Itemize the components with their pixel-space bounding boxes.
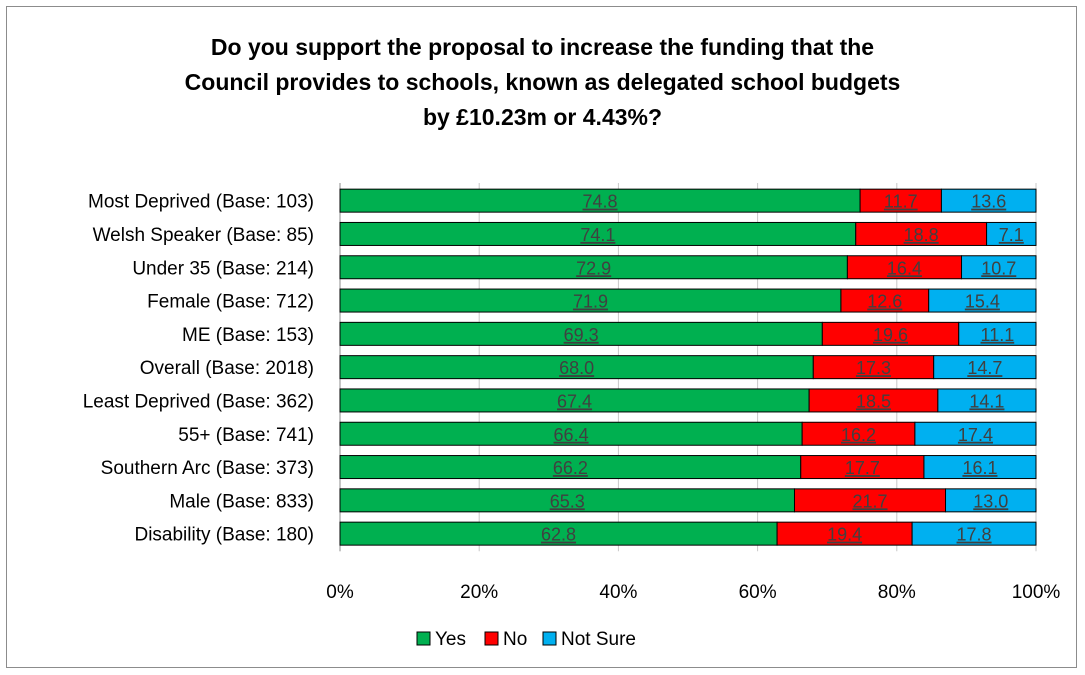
chart-title-line-2: Council provides to schools, known as de… <box>184 69 901 95</box>
data-label: 65.3 <box>550 491 585 511</box>
data-label: 21.7 <box>852 491 887 511</box>
legend-label: No <box>503 629 527 650</box>
data-label: 14.7 <box>967 358 1002 378</box>
bar-segment-not-sure <box>958 321 1037 346</box>
data-label: 17.7 <box>845 458 880 478</box>
data-label: 10.7 <box>981 258 1016 278</box>
category-labels: Most Deprived (Base: 103) Welsh Speaker (… <box>83 192 314 546</box>
data-label: 68.0 <box>559 358 594 378</box>
data-label: 62.8 <box>541 525 576 545</box>
bar-segment-not-sure <box>928 288 1037 313</box>
data-label: 15.4 <box>965 292 1000 312</box>
x-tick-label: 60% <box>739 582 777 603</box>
data-label: 11.7 <box>884 192 918 212</box>
chart-title-line-3: by £10.23m or 4.43%? <box>422 104 663 130</box>
x-tick-label: 0% <box>326 582 354 603</box>
chart-title-line-1: Do you support the proposal to increase … <box>210 34 875 60</box>
data-label: 12.6 <box>867 292 902 312</box>
data-label: 19.4 <box>827 525 862 545</box>
bar-segment-not-sure <box>911 521 1037 546</box>
bar-segment-not-sure <box>940 188 1037 213</box>
x-tick-labels: 0% 20% 40% 60% 80% 100% <box>326 582 1060 603</box>
category-label: Disability (Base: 180) <box>134 525 314 546</box>
data-label: 74.8 <box>583 192 618 212</box>
bar-segment-not-sure <box>937 388 1037 413</box>
data-label: 14.1 <box>969 391 1004 411</box>
category-label: Under 35 (Base: 214) <box>132 258 314 279</box>
legend-swatch <box>542 631 557 646</box>
x-tick-label: 20% <box>460 582 498 603</box>
category-label: Male (Base: 833) <box>169 491 314 512</box>
category-label: Welsh Speaker (Base: 85) <box>93 225 314 246</box>
data-label: 16.4 <box>887 258 922 278</box>
data-label: 72.9 <box>576 258 611 278</box>
data-label: 13.0 <box>973 491 1008 511</box>
legend-swatch <box>484 631 499 646</box>
data-label: 17.8 <box>957 525 992 545</box>
category-label: Southern Arc (Base: 373) <box>101 458 314 479</box>
category-label: Most Deprived (Base: 103) <box>88 192 314 213</box>
data-labels: 74.8 11.7 13.6 74.1 18.8 7.1 72.9 16.4 10.7 71.9 1… <box>541 192 1024 545</box>
category-label: Overall (Base: 2018) <box>140 358 314 379</box>
data-label: 17.4 <box>958 425 993 445</box>
bar-segment-not-sure <box>914 421 1037 446</box>
legend-label: Yes <box>435 629 466 650</box>
bar-segments <box>339 188 1037 546</box>
data-label: 74.1 <box>580 225 615 245</box>
bar-segment-not-sure <box>986 221 1037 246</box>
legend-swatch <box>416 631 431 646</box>
bar-segment-not-sure <box>961 255 1037 280</box>
data-label: 66.4 <box>554 425 589 445</box>
data-label: 67.4 <box>557 391 592 411</box>
chart-title: Do you support the proposal to increase … <box>0 30 1085 135</box>
data-label: 19.6 <box>873 325 908 345</box>
legend: Yes No Not Sure <box>416 629 636 650</box>
x-tick-label: 100% <box>1012 582 1061 603</box>
data-label: 18.5 <box>856 391 891 411</box>
data-label: 7.1 <box>999 225 1024 245</box>
bar-segment-not-sure <box>933 355 1037 380</box>
category-label: Least Deprived (Base: 362) <box>83 391 314 412</box>
data-label: 18.8 <box>904 225 939 245</box>
category-label: ME (Base: 153) <box>182 325 314 346</box>
x-tick-label: 40% <box>599 582 637 603</box>
bar-segment-not-sure <box>923 455 1037 480</box>
x-tick-label: 80% <box>878 582 916 603</box>
category-label: 55+ (Base: 741) <box>178 425 314 446</box>
data-label: 69.3 <box>564 325 599 345</box>
data-label: 13.6 <box>971 192 1006 212</box>
data-label: 11.1 <box>981 325 1015 345</box>
legend-label: Not Sure <box>561 629 636 650</box>
category-label: Female (Base: 712) <box>147 292 314 313</box>
data-label: 66.2 <box>553 458 588 478</box>
data-label: 71.9 <box>573 292 608 312</box>
data-label: 17.3 <box>856 358 891 378</box>
data-label: 16.2 <box>841 425 876 445</box>
bar-segment-not-sure <box>945 488 1037 513</box>
data-label: 16.1 <box>962 458 997 478</box>
